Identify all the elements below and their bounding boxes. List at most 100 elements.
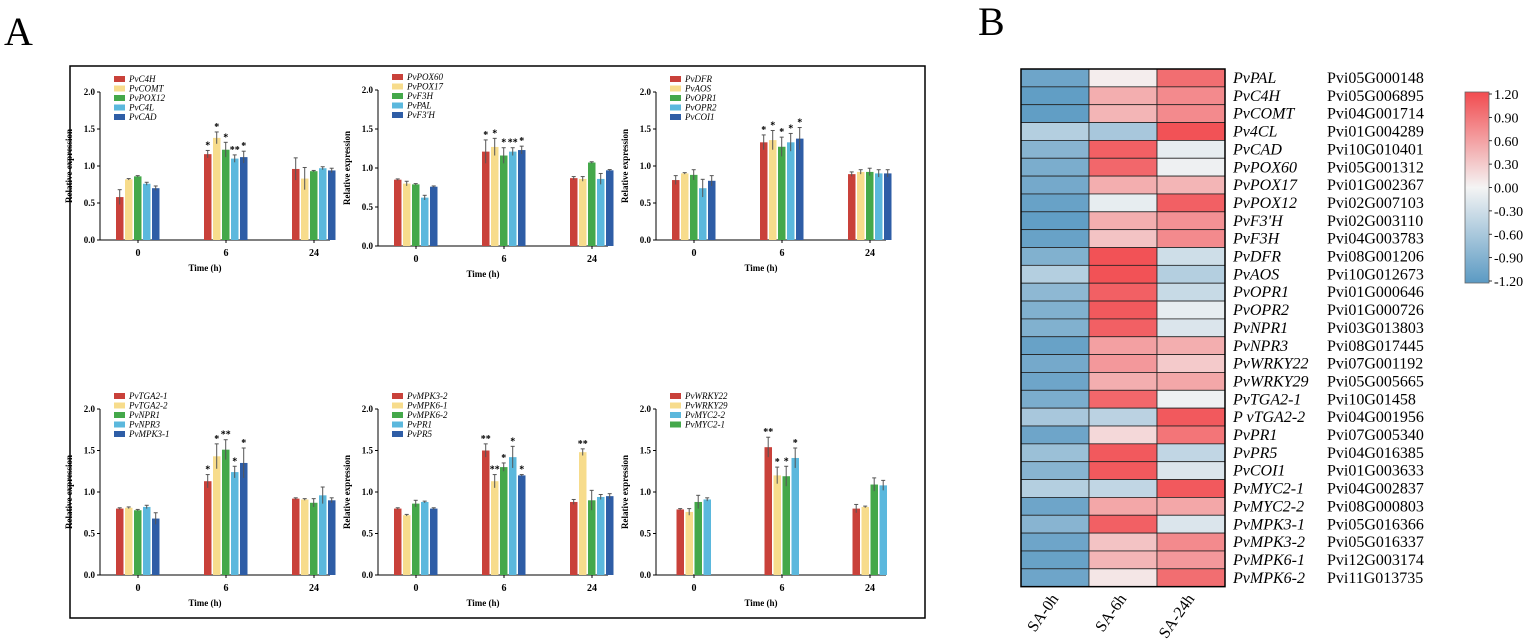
- heatmap-cell: [1156, 104, 1226, 123]
- y-tick-label: 0.5: [84, 198, 96, 208]
- colorbar-tick-label: -0.30: [1494, 205, 1523, 220]
- heatmap-cell: [1156, 354, 1226, 373]
- bar: [866, 171, 874, 240]
- bar: [588, 162, 596, 246]
- heatmap-cell: [1088, 336, 1158, 356]
- bar: [421, 197, 429, 246]
- heatmap-cell: [1088, 104, 1158, 123]
- heatmap-gene-label: PvMPK6-2: [1232, 570, 1305, 587]
- significance-mark: *: [223, 132, 228, 143]
- heatmap-cell: [1156, 425, 1226, 445]
- significance-mark: *: [501, 138, 506, 149]
- bar: [782, 476, 790, 575]
- heatmap-cell: [1088, 139, 1158, 159]
- heatmap-cell: [1088, 443, 1158, 463]
- bar: [769, 140, 777, 240]
- heatmap-gene-label: PvNPR1: [1232, 320, 1288, 337]
- significance-mark: **: [490, 465, 500, 476]
- heatmap-cell: [1156, 122, 1226, 141]
- bar: [708, 180, 716, 240]
- heatmap-cell: [1156, 175, 1226, 195]
- bar: [699, 188, 707, 240]
- bar: [681, 173, 689, 240]
- heatmap-cell: [1020, 318, 1090, 338]
- heatmap-cell: [1020, 282, 1090, 302]
- significance-mark: *: [205, 140, 210, 151]
- legend-label: PvPR5: [406, 429, 432, 439]
- heatmap-gene-label: PvNPR3: [1232, 338, 1288, 355]
- bar: [597, 496, 605, 575]
- heatmap-cell: [1156, 407, 1226, 427]
- heatmap-cell: [1088, 300, 1158, 320]
- legend-swatch: [392, 112, 403, 118]
- y-tick-label: 1.5: [640, 446, 652, 456]
- legend-label: PvAOS: [684, 84, 711, 94]
- heatmap-column-label: SA-24h: [1156, 591, 1198, 639]
- bar: [328, 170, 336, 240]
- y-axis-label: Relative expression: [342, 455, 352, 529]
- legend-swatch: [392, 83, 403, 90]
- x-tick-label: 0: [414, 254, 419, 265]
- heatmap-cell: [1020, 264, 1090, 284]
- x-tick-label: 6: [224, 583, 229, 594]
- y-tick-label: 1.0: [640, 487, 652, 497]
- heatmap-gene-id: Pvi05G000148: [1327, 70, 1424, 87]
- colorbar-tick-label: -1.20: [1494, 275, 1523, 290]
- heatmap-gene-label: Pv4CL: [1232, 124, 1278, 141]
- heatmap-cell: [1020, 157, 1090, 177]
- heatmap-gene-id: Pvi10G01458: [1327, 391, 1416, 408]
- bar: [482, 450, 490, 575]
- bar: [597, 178, 605, 246]
- y-tick-label: 1.5: [84, 446, 96, 456]
- heatmap-cell: [1088, 372, 1158, 391]
- heatmap-cell: [1088, 354, 1158, 373]
- heatmap-cell: [1020, 479, 1090, 498]
- heatmap-cell: [1156, 550, 1226, 570]
- bar: [292, 168, 300, 240]
- significance-mark: *: [797, 118, 802, 129]
- heatmap-gene-label: P vTGA2-2: [1232, 409, 1305, 426]
- bar: [509, 151, 517, 246]
- y-tick-label: 1.0: [362, 163, 374, 173]
- heatmap-cell: [1156, 336, 1226, 356]
- x-tick-label: 24: [309, 248, 319, 259]
- legend-swatch: [392, 412, 403, 418]
- heatmap-cell: [1156, 229, 1226, 248]
- bar: [764, 447, 772, 575]
- legend-label: PvPOX17: [406, 82, 443, 92]
- y-tick-label: 0.0: [84, 235, 96, 245]
- heatmap-gene-label: PvCOMT: [1232, 106, 1295, 123]
- bar: [301, 178, 309, 240]
- heatmap-cell: [1156, 86, 1226, 106]
- legend-swatch: [114, 76, 125, 82]
- bar: [791, 457, 799, 575]
- bar: [116, 197, 124, 240]
- significance-mark: *: [761, 125, 766, 136]
- bar: [518, 150, 526, 246]
- heatmap-group: PvPAL Pvi05G000148 PvC4H Pvi05G006895 PvCOMT…: [1020, 68, 1523, 639]
- x-tick-label: 0: [692, 248, 697, 259]
- bar: [134, 510, 142, 575]
- bar: [852, 508, 860, 575]
- y-tick-label: 0.0: [84, 570, 96, 580]
- heatmap-gene-label: PvCOI1: [1232, 463, 1285, 480]
- heatmap-cell: [1020, 568, 1090, 588]
- heatmap-cell: [1156, 264, 1226, 284]
- heatmap-cell: [1156, 532, 1226, 552]
- significance-mark: *: [519, 465, 524, 476]
- heatmap-cell: [1156, 443, 1226, 463]
- heatmap-gene-id: Pvi10G010401: [1327, 141, 1424, 158]
- heatmap-gene-id: Pvi05G016366: [1327, 516, 1424, 533]
- heatmap-cell: [1156, 568, 1226, 588]
- y-tick-label: 1.5: [84, 124, 96, 134]
- heatmap-gene-id: Pvi05G001312: [1327, 159, 1424, 176]
- heatmap-cell: [1088, 229, 1158, 248]
- y-axis-label: Relative expression: [64, 129, 74, 203]
- x-tick-label: 0: [692, 583, 697, 594]
- significance-mark: *: [492, 128, 497, 139]
